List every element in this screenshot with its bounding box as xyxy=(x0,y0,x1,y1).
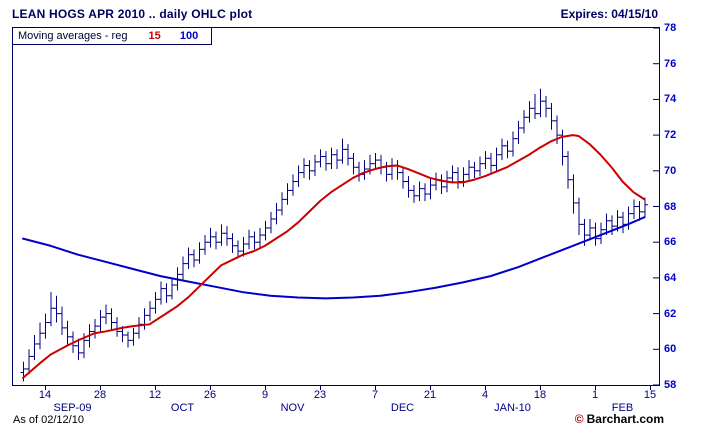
x-tick-label: 28 xyxy=(93,389,107,401)
x-tick-mark xyxy=(375,385,376,390)
x-tick-label: 9 xyxy=(261,389,269,401)
y-tick-label: 68 xyxy=(664,200,677,213)
legend-label: Moving averages - reg xyxy=(18,30,128,42)
x-tick-mark xyxy=(265,385,266,390)
expiry-label: Expires: 04/15/10 xyxy=(560,7,658,21)
x-tick-mark xyxy=(485,385,486,390)
x-tick-label: 14 xyxy=(38,389,52,401)
x-tick-label: 7 xyxy=(371,389,379,401)
y-tick-label: 62 xyxy=(664,307,677,320)
y-tick-label: 66 xyxy=(664,236,677,249)
x-tick-mark xyxy=(320,385,321,390)
x-tick-mark xyxy=(540,385,541,390)
y-tick-label: 76 xyxy=(664,57,677,70)
x-tick-label: 18 xyxy=(533,389,547,401)
y-tick-label: 70 xyxy=(664,164,677,177)
x-tick-label: 21 xyxy=(423,389,437,401)
copyright-label: © Barchart.com xyxy=(575,412,664,426)
x-month-label: DEC xyxy=(390,402,415,414)
x-tick-mark xyxy=(595,385,596,390)
chart-title: LEAN HOGS APR 2010 .. daily OHLC plot xyxy=(12,7,253,21)
as-of-label: As of 02/12/10 xyxy=(13,414,84,426)
ma1-period-label: 15 xyxy=(148,30,161,42)
x-month-label: SEP-09 xyxy=(53,402,92,414)
x-tick-label: 1 xyxy=(591,389,599,401)
x-tick-mark xyxy=(100,385,101,390)
x-tick-mark xyxy=(210,385,211,390)
x-tick-mark xyxy=(430,385,431,390)
y-tick-label: 78 xyxy=(664,22,677,34)
x-tick-mark xyxy=(155,385,156,390)
x-tick-label: 4 xyxy=(481,389,489,401)
x-tick-mark xyxy=(650,385,651,390)
y-tick-label: 74 xyxy=(664,93,677,106)
copyright-text: Barchart.com xyxy=(586,412,664,426)
x-month-label: OCT xyxy=(170,402,195,414)
x-tick-label: 23 xyxy=(313,389,327,401)
moving-averages-legend: Moving averages - reg 15 100 xyxy=(12,27,212,45)
x-tick-label: 15 xyxy=(643,389,657,401)
x-tick-label: 26 xyxy=(203,389,217,401)
x-month-label: NOV xyxy=(280,402,305,414)
y-tick-label: 72 xyxy=(664,129,677,142)
x-tick-mark xyxy=(45,385,46,390)
x-month-label: FEB xyxy=(611,402,634,414)
ma2-period-label: 100 xyxy=(179,30,199,42)
x-tick-label: 12 xyxy=(148,389,162,401)
plot-area xyxy=(12,27,660,386)
ohlc-chart xyxy=(20,28,659,385)
y-tick-label: 58 xyxy=(664,379,677,391)
copyright-icon: © xyxy=(574,412,584,426)
x-month-label: JAN-10 xyxy=(494,402,531,414)
y-tick-label: 60 xyxy=(664,343,677,356)
y-tick-label: 64 xyxy=(664,271,677,284)
